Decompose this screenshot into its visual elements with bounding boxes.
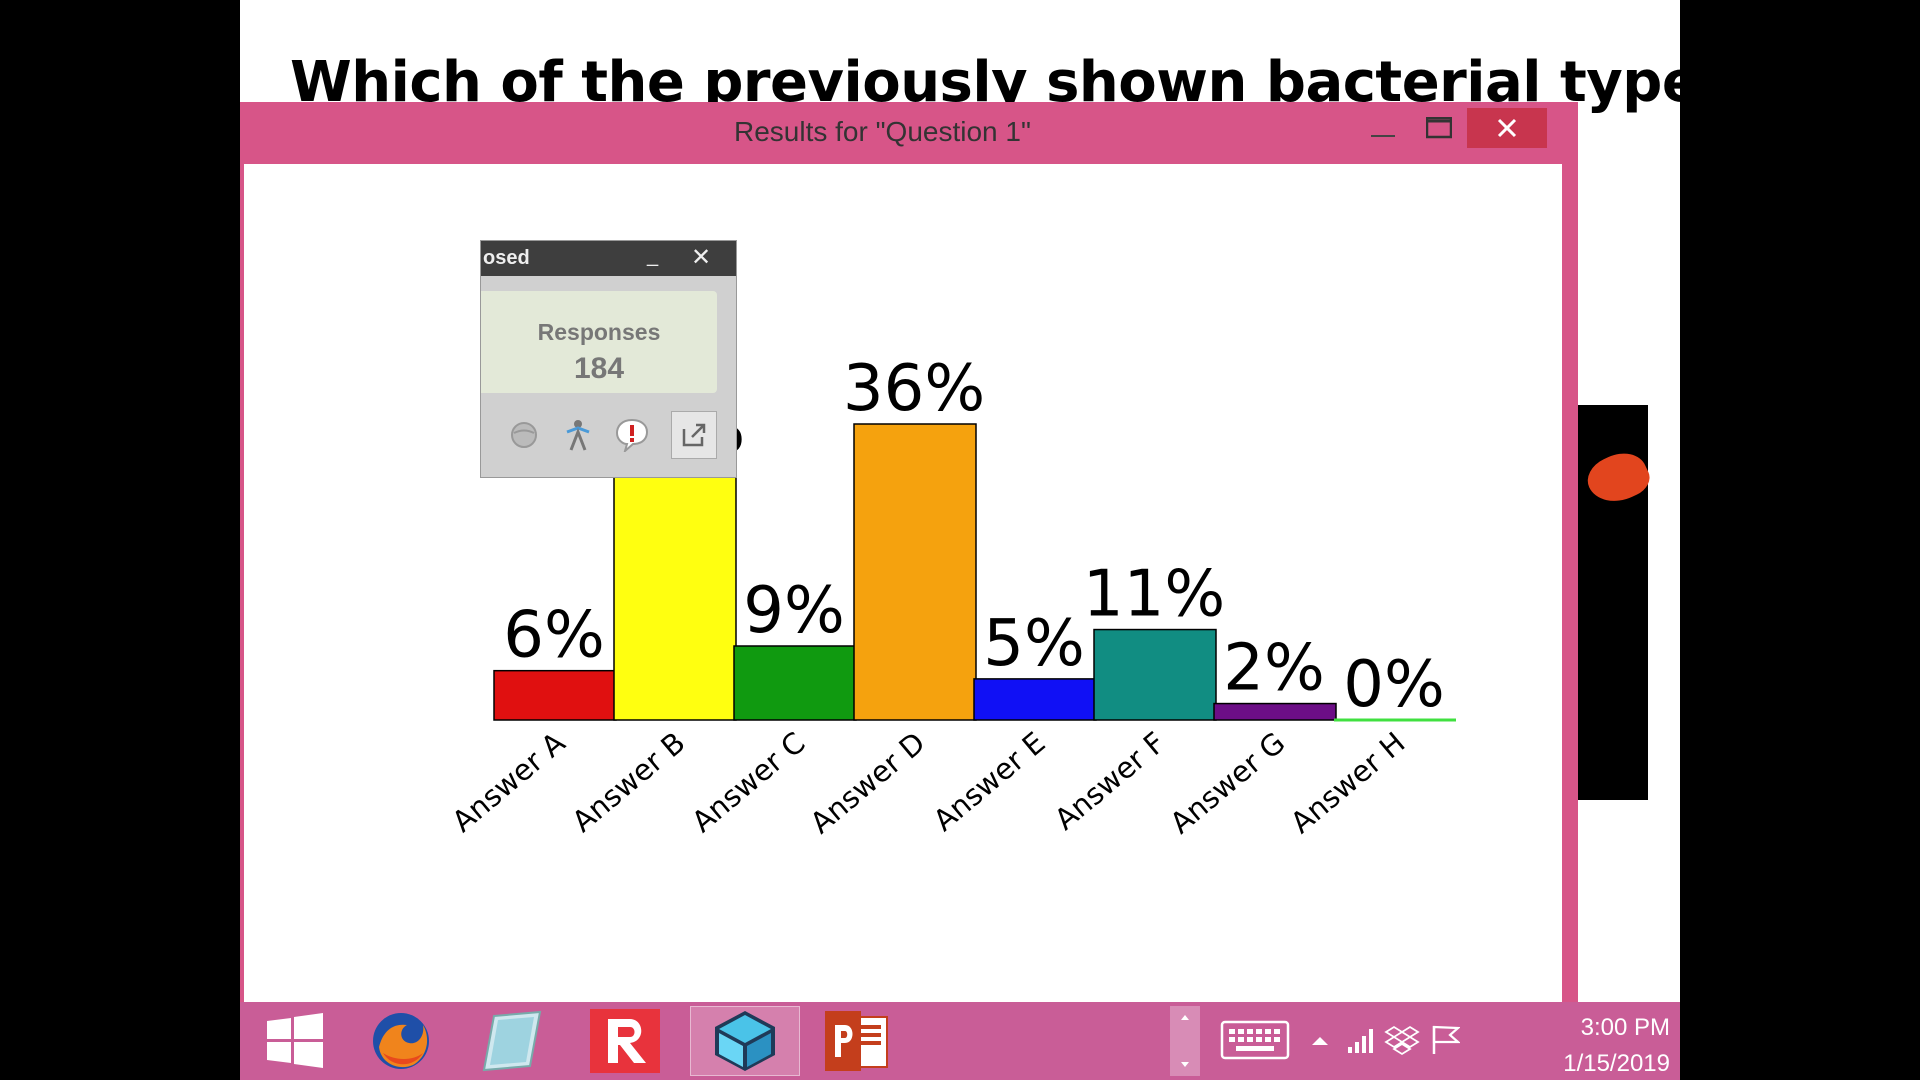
responses-count: 184 [573,352,625,385]
bar-answer-f [1093,628,1217,721]
share-users-icon[interactable] [555,411,601,459]
response-app-icon[interactable] [570,1006,680,1076]
x-tick-label: Answer E [927,725,1052,837]
box-app-icon[interactable] [690,1006,800,1076]
external-link-icon[interactable] [671,411,717,459]
firefox-icon[interactable] [346,1006,456,1076]
bar-answer-c [733,645,857,721]
keyboard-icon[interactable] [1220,1016,1290,1064]
panel-header[interactable]: osed _ ✕ [481,241,736,276]
data-label: 2% [1223,632,1325,706]
x-tick-label: Answer A [446,725,572,838]
network-icon[interactable] [1346,1016,1376,1064]
bar-answer-a [493,669,617,721]
notepad-icon[interactable] [456,1006,566,1076]
panel-title: osed [483,247,530,269]
data-label: 9% [743,574,845,648]
bar-answer-d [853,423,977,721]
screen: Which of the previously shown bacterial … [240,0,1680,1080]
taskbar-scroll[interactable] [1170,1006,1200,1076]
window-titlebar[interactable]: Results for "Question 1" [240,102,1578,164]
chevron-up-icon[interactable] [1310,1016,1330,1064]
taskbar: 3:00 PM 1/15/2019 [240,1002,1680,1080]
minimize-icon [1371,135,1395,137]
panel-toolbar [481,411,736,463]
slide-image-blob [1581,444,1655,512]
x-tick-label: Answer H [1284,725,1411,840]
data-label: 6% [503,599,605,673]
responses-count-box: Responses 184 [481,291,717,393]
minimize-button[interactable] [1358,108,1408,148]
results-bar-chart: 6%Answer A31%Answer B9%Answer C36%Answer… [446,352,1456,840]
close-icon [1497,118,1517,138]
maximize-icon [1426,117,1452,139]
windows-start-icon[interactable] [240,1006,350,1076]
x-tick-label: Answer D [804,725,932,840]
x-tick-label: Answer F [1048,725,1172,836]
panel-close-icon[interactable]: ✕ [691,244,712,271]
data-label: 36% [843,352,985,426]
clock-date: 1/15/2019 [1563,1050,1670,1077]
clock-time: 3:00 PM [1580,1014,1670,1041]
clock[interactable]: 3:00 PM 1/15/2019 [1530,1010,1670,1080]
x-tick-label: Answer C [685,725,811,839]
alert-comment-icon[interactable] [609,411,655,459]
flag-icon[interactable] [1430,1016,1460,1064]
results-window: Results for "Question 1" 6%Answer A31%An… [240,102,1578,1002]
powerpoint-icon[interactable] [802,1006,912,1076]
globe-icon[interactable] [501,411,547,459]
bar-answer-e [973,678,1097,721]
data-label: 5% [983,607,1085,681]
data-label: 11% [1083,558,1225,632]
responses-label: Responses [537,319,661,345]
x-tick-label: Answer G [1164,725,1292,840]
slide-image [1578,405,1655,800]
dropbox-icon[interactable] [1384,1016,1420,1064]
x-tick-label: Answer B [566,725,692,838]
bar-answer-g [1213,702,1337,721]
data-label: 0% [1343,648,1445,722]
responses-panel: osed _ ✕ Responses 184 [480,240,737,478]
maximize-button[interactable] [1414,108,1464,148]
bar-answer-b [613,464,737,721]
chart-area: 6%Answer A31%Answer B9%Answer C36%Answer… [244,164,1562,1002]
window-title: Results for "Question 1" [734,116,1031,147]
panel-minimize-icon[interactable]: _ [647,245,659,267]
close-button[interactable] [1467,108,1547,148]
